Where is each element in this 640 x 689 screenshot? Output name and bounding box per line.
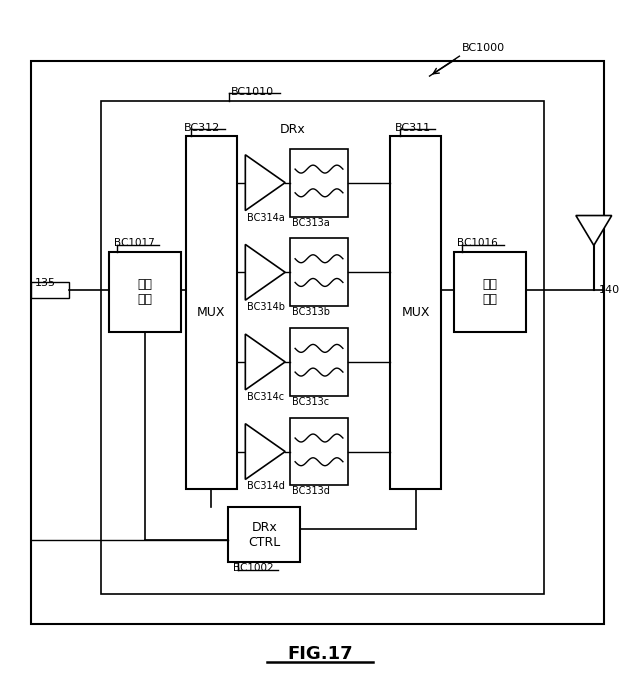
Text: BC314d: BC314d	[247, 482, 285, 491]
Bar	[228, 507, 300, 562]
Bar	[186, 136, 237, 489]
Text: BC1010: BC1010	[230, 87, 273, 97]
Text: BC313a: BC313a	[292, 218, 330, 227]
Text: BC314b: BC314b	[247, 302, 285, 312]
Text: BC312: BC312	[184, 123, 220, 133]
Text: BC313d: BC313d	[292, 486, 330, 497]
Polygon shape	[245, 155, 285, 211]
Bar	[454, 252, 526, 332]
Bar	[290, 238, 348, 306]
Bar	[101, 101, 544, 594]
Text: DRx: DRx	[280, 123, 306, 136]
Text: BC314c: BC314c	[247, 392, 284, 402]
Polygon shape	[245, 424, 285, 480]
Text: BC314a: BC314a	[247, 212, 285, 223]
Bar	[290, 328, 348, 395]
Bar	[290, 149, 348, 216]
Bar	[109, 252, 180, 332]
Text: BC313b: BC313b	[292, 307, 330, 317]
Polygon shape	[576, 216, 612, 245]
Bar	[390, 136, 442, 489]
Text: 135: 135	[35, 278, 56, 288]
Text: BC313c: BC313c	[292, 397, 329, 407]
Text: BC1017: BC1017	[114, 238, 155, 249]
Text: DRx
CTRL: DRx CTRL	[248, 521, 280, 548]
Text: BC1016: BC1016	[458, 238, 498, 249]
Text: MUX: MUX	[197, 306, 226, 319]
Text: 入力
整合: 入力 整合	[483, 278, 498, 306]
Text: BC311: BC311	[395, 123, 431, 133]
Polygon shape	[245, 245, 285, 300]
Bar	[290, 418, 348, 486]
Text: 出力
整合: 出力 整合	[137, 278, 152, 306]
Text: MUX: MUX	[401, 306, 430, 319]
Text: FIG.17: FIG.17	[287, 645, 353, 663]
Text: BC1000: BC1000	[461, 43, 504, 53]
Text: 140: 140	[599, 285, 620, 295]
Polygon shape	[245, 334, 285, 390]
Bar	[31, 61, 604, 624]
Text: BC1002: BC1002	[234, 563, 274, 573]
Bar	[31, 282, 69, 298]
